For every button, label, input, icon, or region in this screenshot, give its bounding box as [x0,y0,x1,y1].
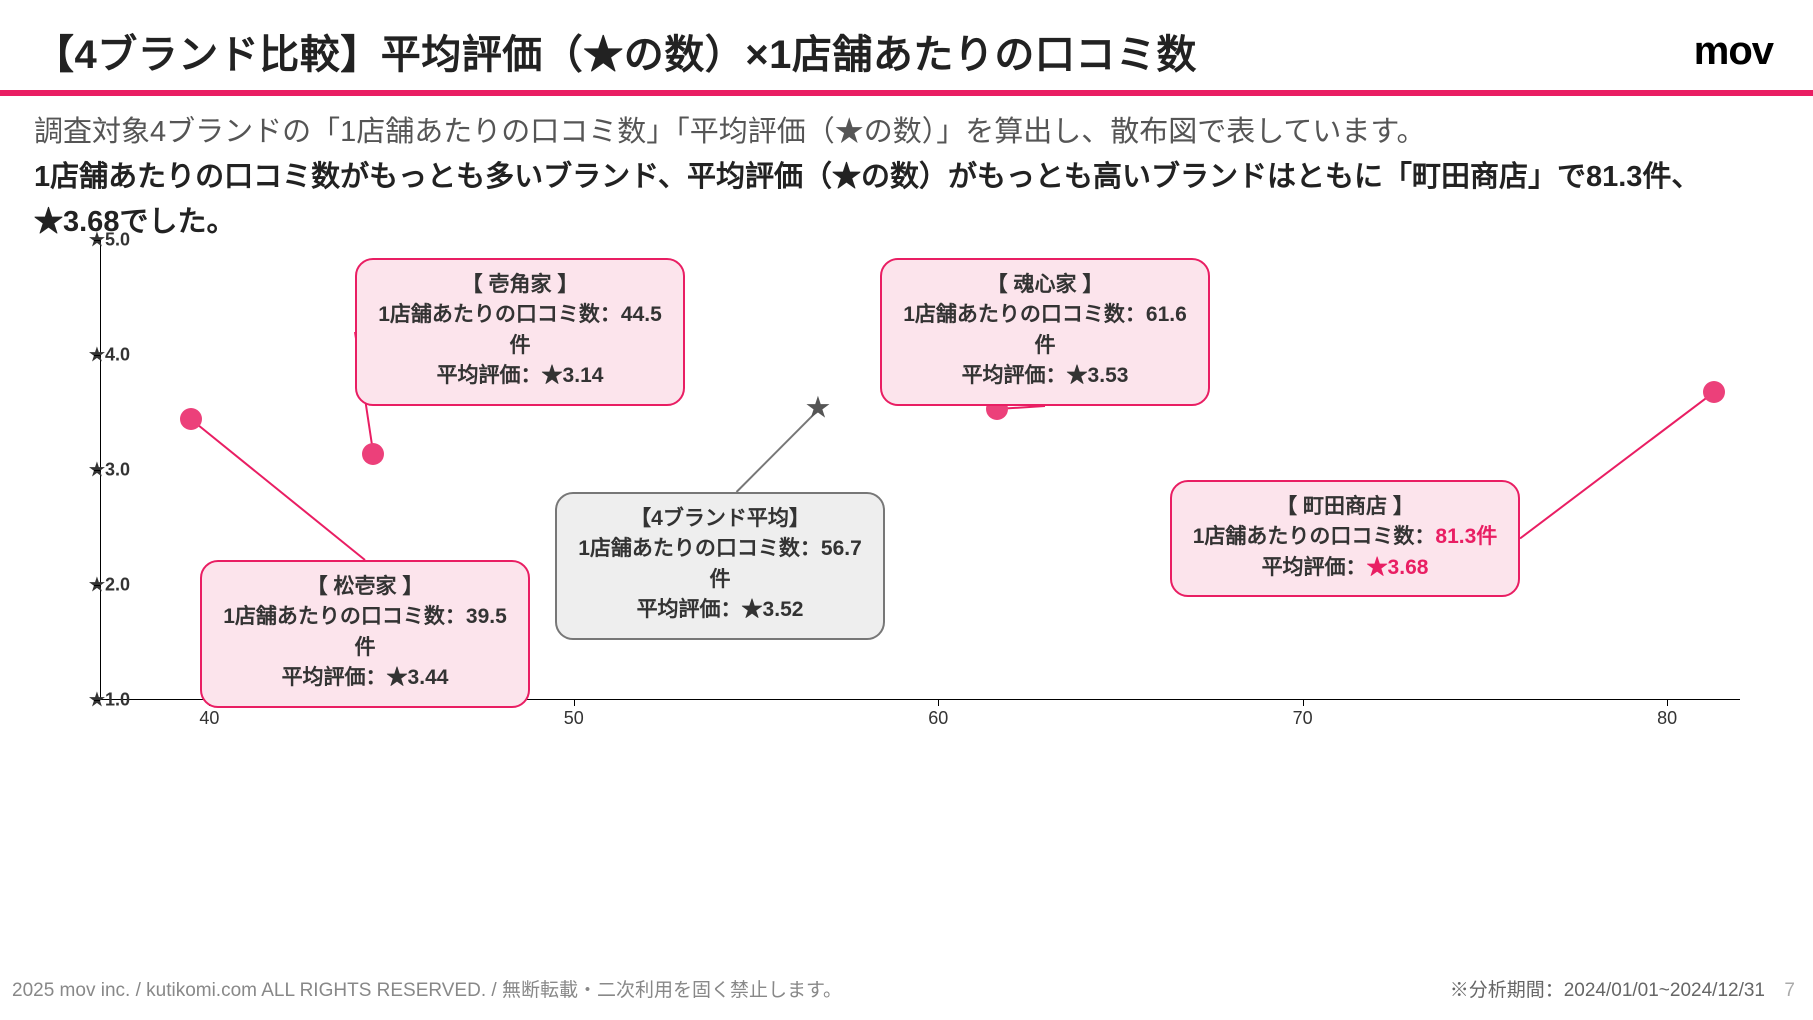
callout-machida: 【 町田商店 】1店舗あたりの口コミ数：81.3件平均評価：★3.68 [1170,480,1520,597]
page-title: 【4ブランド比較】平均評価（★の数）×1店舗あたりの口コミ数 [34,22,1197,80]
logo: mov [1694,29,1773,74]
x-tick-label: 70 [1293,708,1313,729]
callout-ichikakuya: 【 壱角家 】1店舗あたりの口コミ数：44.5件平均評価：★3.14 [355,258,685,406]
slide: 【4ブランド比較】平均評価（★の数）×1店舗あたりの口コミ数 mov 調査対象4… [0,0,1813,1020]
y-tick-mark [94,585,100,586]
footer-period: ※分析期間：2024/01/01~2024/12/31 [1450,975,1765,1002]
description-line1: 調査対象4ブランドの「1店舗あたりの口コミ数」「平均評価（★の数）」を算出し、散… [34,116,1426,148]
data-point-machida [1703,381,1725,403]
data-point-matsuichiya [180,408,202,430]
description: 調査対象4ブランドの「1店舗あたりの口コミ数」「平均評価（★の数）」を算出し、散… [0,96,1813,245]
scatter-chart: ★1.0★2.0★3.0★4.0★5.04050607080★【 壱角家 】1店… [60,240,1760,750]
y-tick-mark [94,700,100,701]
description-line2: 1店舗あたりの口コミ数がもっとも多いブランド、平均評価（★の数）がもっとも高いブ… [34,161,1700,238]
y-tick-mark [94,240,100,241]
page-number: 7 [1784,980,1795,1002]
callout-matsuichiya: 【 松壱家 】1店舗あたりの口コミ数：39.5件平均評価：★3.44 [200,560,530,708]
x-tick-label: 60 [928,708,948,729]
callout-konshinya: 【 魂心家 】1店舗あたりの口コミ数：61.6件平均評価：★3.53 [880,258,1210,406]
x-tick-mark [938,700,939,706]
x-tick-mark [574,700,575,706]
plot-area: ★1.0★2.0★3.0★4.0★5.04050607080★【 壱角家 】1店… [100,240,1740,700]
y-tick-mark [94,355,100,356]
data-point-ichikakuya [362,443,384,465]
x-tick-mark [1667,700,1668,706]
title-row: 【4ブランド比較】平均評価（★の数）×1店舗あたりの口コミ数 mov [0,0,1813,90]
x-tick-label: 50 [564,708,584,729]
callout-average: 【4ブランド平均】1店舗あたりの口コミ数：56.7件平均評価：★3.52 [555,492,885,640]
footer-copyright: 2025 mov inc. / kutikomi.com ALL RIGHTS … [12,975,842,1002]
y-tick-mark [94,470,100,471]
x-tick-label: 80 [1657,708,1677,729]
x-tick-label: 40 [199,708,219,729]
x-tick-mark [1303,700,1304,706]
average-marker: ★ [805,394,832,424]
